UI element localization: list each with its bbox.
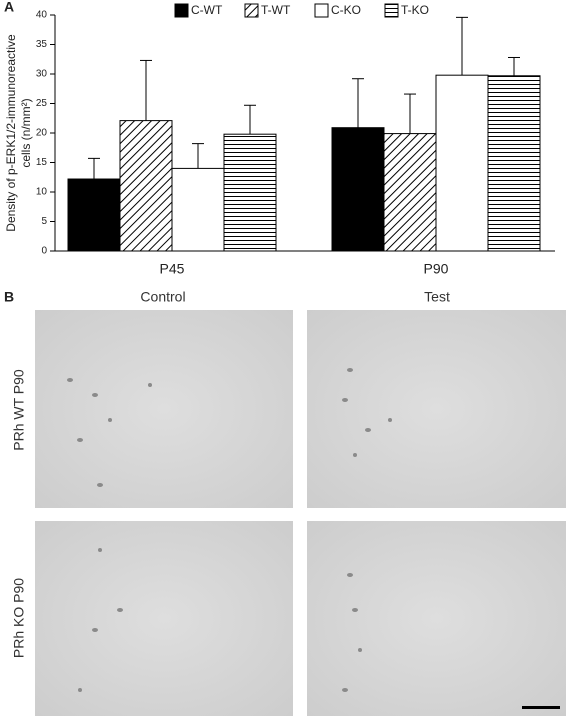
- y-label-line: cells (n/mm²): [19, 98, 33, 167]
- y-label-line: Density of p-ERK1/2-immunoreactive: [4, 34, 18, 232]
- panel-label: A: [4, 0, 14, 15]
- column-label: Test: [424, 289, 450, 305]
- legend-label: T-KO: [401, 3, 429, 17]
- legend-swatch: [174, 3, 189, 18]
- bar: [223, 133, 277, 252]
- row-label: PRh KO P90: [11, 578, 27, 658]
- x-tick-label: P45: [160, 261, 185, 277]
- y-tick-label: 40: [36, 10, 48, 21]
- y-tick-label: 10: [36, 187, 48, 198]
- error-bar: [456, 16, 468, 76]
- error-bar: [352, 78, 364, 128]
- bar: [171, 167, 225, 252]
- error-bar: [140, 59, 152, 121]
- panel-label: B: [4, 289, 14, 305]
- bar: [331, 127, 385, 252]
- bar: [487, 75, 541, 252]
- legend-swatch: [314, 3, 329, 18]
- column-label: Control: [140, 289, 185, 305]
- y-tick-label: 35: [36, 39, 48, 50]
- micrograph: [307, 521, 566, 716]
- y-axis-label: Density of p-ERK1/2-immunoreactive cells…: [4, 34, 33, 232]
- y-tick-label: 20: [36, 128, 48, 139]
- micrograph: [35, 521, 293, 716]
- legend-swatch: [244, 3, 259, 18]
- y-tick-label: 5: [41, 216, 47, 227]
- error-bar: [192, 143, 204, 169]
- legend-swatch: [384, 3, 399, 18]
- y-tick-label: 30: [36, 69, 48, 80]
- bar: [67, 178, 121, 252]
- error-bar: [508, 56, 520, 76]
- scale-bar: [522, 706, 560, 709]
- y-tick-label: 25: [36, 98, 48, 109]
- error-bar: [244, 104, 256, 135]
- micrographs: [35, 310, 566, 716]
- x-tick-label: P90: [424, 261, 449, 277]
- bar: [435, 74, 489, 252]
- error-bar: [404, 93, 416, 134]
- legend-label: C-KO: [331, 3, 361, 17]
- micrograph: [307, 310, 566, 508]
- error-bar: [88, 157, 100, 180]
- legend-label: T-WT: [261, 3, 291, 17]
- bar: [383, 133, 437, 252]
- row-label: PRh WT P90: [11, 369, 27, 451]
- y-tick-label: 15: [36, 157, 48, 168]
- cell-spots: [67, 368, 392, 692]
- legend-label: C-WT: [191, 3, 223, 17]
- bar: [119, 120, 173, 252]
- micrograph: [35, 310, 293, 508]
- y-tick-label: 0: [41, 246, 47, 257]
